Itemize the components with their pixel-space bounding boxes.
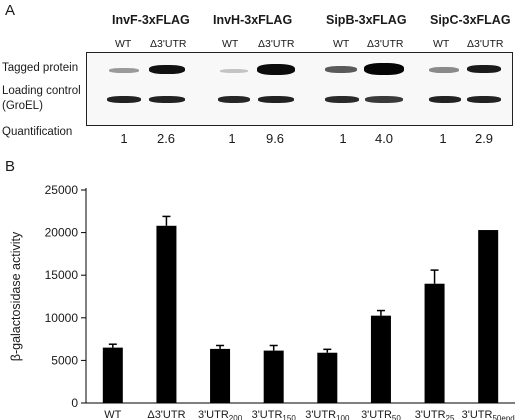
bar — [156, 225, 177, 403]
protein-title-invf: InvF-3xFLAG — [112, 13, 190, 27]
protein-title-invh: InvH-3xFLAG — [213, 13, 293, 27]
loading-band-sipb-delta — [365, 96, 403, 103]
bar — [317, 352, 338, 403]
bar — [102, 347, 123, 403]
quant-sipc-wt: 1 — [439, 131, 447, 146]
lane-label-delta: Δ3'UTR — [467, 38, 504, 50]
loading-band-sipc-delta — [467, 96, 501, 103]
x-tick-label: Δ3'UTR — [147, 409, 185, 420]
band-sipb-delta — [364, 63, 404, 75]
x-tick-label: 3'UTR200 — [198, 409, 243, 420]
lane-label-delta: Δ3'UTR — [367, 38, 404, 50]
quant-invh-wt: 1 — [228, 131, 236, 146]
bar — [424, 283, 445, 403]
y-tick-label: 5000 — [51, 353, 78, 367]
x-tick-label: 3'UTR50 — [361, 409, 401, 420]
x-tick-label: 3'UTR150 — [252, 409, 297, 420]
quant-invf-wt: 1 — [120, 131, 128, 146]
quant-sipb-delta: 4.0 — [374, 131, 394, 146]
x-tick-label: 3'UTR100 — [305, 409, 350, 420]
y-tick-label: 15000 — [45, 268, 79, 282]
row-label-quantification: Quantification — [2, 126, 73, 138]
lane-label-wt: WT — [433, 38, 450, 50]
y-tick-label: 10000 — [45, 311, 79, 325]
loading-band-invh-wt — [218, 96, 250, 103]
band-invf-delta — [149, 65, 185, 74]
lane-label-delta: Δ3'UTR — [150, 38, 187, 50]
band-invf-wt — [109, 68, 139, 73]
band-sipc-wt — [429, 67, 459, 73]
loading-band-invf-delta — [149, 96, 185, 103]
lane-label-wt: WT — [222, 38, 239, 50]
protein-title-sipb: SipB-3xFLAG — [326, 13, 407, 27]
bar — [210, 348, 231, 403]
quant-invh-delta: 9.6 — [265, 131, 285, 146]
row-label-loading: Loading control — [2, 85, 81, 97]
loading-band-sipb-wt — [325, 96, 359, 103]
protein-title-sipc: SipC-3xFLAG — [430, 13, 511, 27]
lane-label-wt: WT — [333, 38, 350, 50]
quant-sipc-delta: 2.9 — [474, 131, 494, 146]
y-tick-label: 20000 — [45, 226, 79, 240]
y-tick-label: 25000 — [45, 183, 79, 197]
western-blot — [86, 52, 513, 126]
row-label-loading-sub: (GroEL) — [2, 100, 43, 112]
quant-sipb-wt: 1 — [339, 131, 347, 146]
band-invh-wt — [220, 69, 248, 73]
bar — [263, 350, 284, 403]
band-sipb-wt — [325, 66, 357, 73]
y-tick-label: 0 — [71, 396, 78, 410]
loading-band-sipc-wt — [429, 96, 461, 103]
x-tick-label: 3'UTR25 — [415, 409, 455, 420]
row-label-tagged: Tagged protein — [2, 62, 79, 74]
panel-a-letter: A — [5, 2, 16, 19]
loading-band-invh-delta — [258, 96, 294, 103]
panel-b-letter: B — [5, 158, 16, 175]
x-tick-label: 3'UTR50end — [462, 409, 515, 420]
band-sipc-delta — [467, 65, 501, 73]
quant-invf-delta: 2.6 — [156, 131, 176, 146]
lane-label-wt: WT — [115, 38, 132, 50]
band-invh-delta — [257, 64, 295, 75]
bar — [370, 315, 391, 403]
loading-band-invf-wt — [107, 96, 141, 103]
bar — [478, 230, 499, 403]
bar-chart: 0 5000 10000 15000 20000 25000 β-galactosidase… — [9, 183, 515, 420]
lane-label-delta: Δ3'UTR — [258, 38, 295, 50]
x-tick-label: WT — [104, 409, 121, 420]
y-axis-label: β-galactosidase activity — [9, 231, 23, 361]
